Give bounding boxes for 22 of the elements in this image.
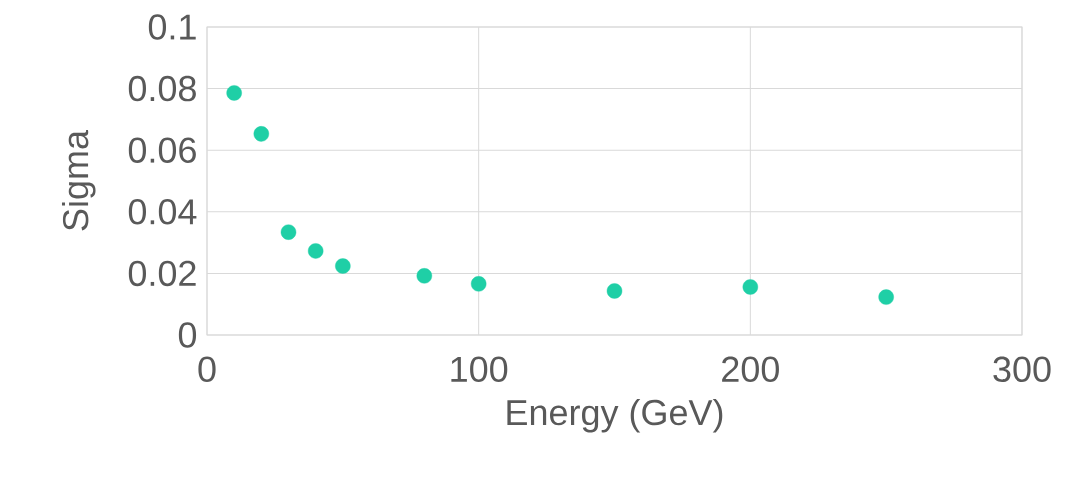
point [226, 85, 242, 101]
point [878, 289, 894, 305]
point [335, 258, 351, 274]
y-tick-label: 0.08 [128, 75, 196, 102]
y-tick-label: 0.04 [128, 199, 197, 225]
y-axis-title: Sigma [61, 130, 96, 231]
y-tick-label: 0 [178, 322, 197, 348]
y-tick-label: 0.1 [148, 14, 196, 40]
y-tick-label: 0.06 [128, 137, 196, 163]
x-tick-label: 100 [451, 356, 508, 383]
point [253, 126, 270, 142]
x-axis-title: Energy (GeV) [507, 398, 723, 433]
x-tick-label: 0 [198, 356, 216, 383]
x-tick-label: 300 [993, 356, 1051, 383]
point [280, 224, 297, 240]
y-tick-label: 0.02 [128, 260, 196, 287]
point [470, 276, 487, 292]
x-tick-label: 200 [722, 356, 779, 383]
point [742, 279, 759, 295]
point [307, 243, 324, 259]
point [606, 283, 623, 299]
point [416, 268, 433, 284]
